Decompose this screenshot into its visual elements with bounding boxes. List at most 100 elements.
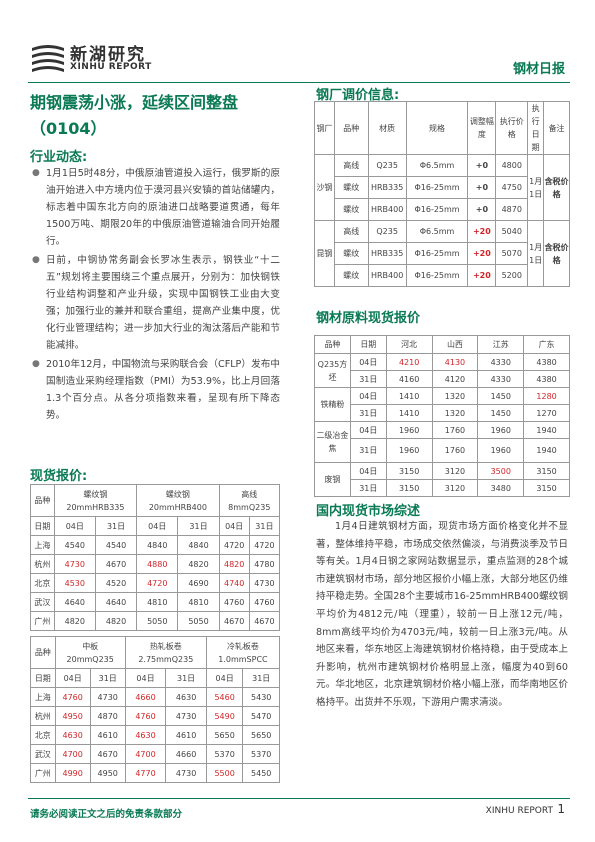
table-row: 铁精粉 04日 1410 1320 1450 1280 xyxy=(314,387,570,422)
price-cell: 4720 xyxy=(248,535,281,555)
header-cell: 广东 xyxy=(523,335,570,354)
price-cell: 3120 xyxy=(431,479,479,497)
date-cell: 31日 xyxy=(349,479,387,497)
price-cell: 4760 xyxy=(54,687,91,707)
note-cell: 含税价格 xyxy=(543,154,570,221)
price-cell: 4840 xyxy=(136,535,179,555)
city-cell: 北京 xyxy=(30,725,56,745)
price-cell: 4730 xyxy=(53,554,96,574)
spot-table-1: 品种 螺纹钢 20mmHRB335 螺纹钢 20mmHRB400 高线 8mmQ235 日期 0… xyxy=(30,484,281,631)
date-cell: 04日 xyxy=(136,516,179,536)
spec-cell: Φ6.5mm xyxy=(405,154,469,177)
material-cell: HRB400 xyxy=(367,198,407,221)
price-cell: 4840 xyxy=(177,535,220,555)
date-cell: 1月1日 xyxy=(527,154,545,221)
price-cell: 4610 xyxy=(165,725,207,745)
table-row: 螺纹 HRB400 Φ16-25mm +0 4870 xyxy=(315,198,570,221)
price-cell: 4810 xyxy=(136,592,179,612)
city-cell: 北京 xyxy=(30,573,55,593)
price-cell: 5200 xyxy=(495,264,529,287)
cat-name: 螺纹钢 xyxy=(83,489,108,499)
cat-name: 螺纹钢 xyxy=(165,489,190,499)
header-cell: 高线 8mmQ235 xyxy=(218,484,281,517)
price-cell: 4540 xyxy=(94,535,138,555)
cat-name: 热轧板卷 xyxy=(149,641,182,651)
adjust-cell: +20 xyxy=(467,264,497,287)
adjust-cell: +20 xyxy=(467,242,497,265)
date-cell: 04日 xyxy=(124,668,167,688)
product-cell: 铁精粉 xyxy=(314,387,351,422)
price-cell: 4630 xyxy=(54,725,91,745)
table-row: 螺纹 HRB335 Φ16-25mm +0 4750 xyxy=(315,176,570,199)
price-cell: 3500 xyxy=(477,462,525,480)
cat-spec: 1.0mmSPCC xyxy=(218,654,268,664)
price-cell: 4160 xyxy=(385,370,433,388)
header-cell: 执行价格 xyxy=(495,101,529,155)
price-cell: 3150 xyxy=(523,462,570,480)
material-cell: Q235 xyxy=(367,154,407,177)
price-cell: 4820 xyxy=(218,554,250,574)
price-cell: 4760 xyxy=(218,592,250,612)
price-cell: 4720 xyxy=(136,573,179,593)
price-cell: 4870 xyxy=(495,198,529,221)
price-cell: 5050 xyxy=(136,611,179,631)
table-row: 武汉 4700 4670 4700 4660 5370 5370 xyxy=(30,744,280,764)
mill-cell: 昆钢 xyxy=(314,220,335,287)
spec-cell: Φ6.5mm xyxy=(405,220,469,243)
price-cell: 4810 xyxy=(177,592,220,612)
price-cell: 4730 xyxy=(165,706,207,726)
table-row: 北京 4530 4520 4720 4690 4740 4730 xyxy=(30,573,281,593)
table-row: 上海 4540 4540 4840 4840 4720 4720 xyxy=(30,535,281,555)
price-cell: 4380 xyxy=(523,370,570,388)
review-text: 1月4日建筑钢材方面，现货市场方面价格变化并不显著，整体维持平稳，市场成交依然偏… xyxy=(316,521,568,708)
kind-cell: 高线 xyxy=(333,220,369,243)
price-cell: 3150 xyxy=(385,479,433,497)
price-cell: 4610 xyxy=(89,725,126,745)
table-row: 31日 4160 4120 4330 4380 xyxy=(315,370,570,388)
table-row: 废钢 04日 3150 3120 3500 3150 xyxy=(314,462,570,497)
header-cell: 螺纹钢 20mmHRB335 xyxy=(53,484,138,517)
price-cell: 1760 xyxy=(431,438,479,463)
price-cell: 3150 xyxy=(385,462,433,480)
kind-cell: 螺纹 xyxy=(333,198,369,221)
date-cell: 31日 xyxy=(94,516,138,536)
table-row: 杭州 4950 4870 4760 4730 5490 5470 xyxy=(30,706,280,726)
city-cell: 上海 xyxy=(30,535,55,555)
adjust-cell: +0 xyxy=(467,154,497,177)
date-cell: 04日 xyxy=(218,516,250,536)
price-cell: 1960 xyxy=(477,421,525,439)
table-row: 北京 4630 4610 4630 4610 5650 5650 xyxy=(30,725,280,745)
price-cell: 4670 xyxy=(218,611,250,631)
price-cell: 5500 xyxy=(205,763,244,783)
spec-cell: Φ16-25mm xyxy=(405,198,469,221)
price-cell: 4130 xyxy=(431,353,479,371)
price-cell: 4700 xyxy=(124,744,167,764)
date-cell: 04日 xyxy=(205,668,244,688)
cat-name: 冷轧板卷 xyxy=(226,641,259,651)
price-cell: 5460 xyxy=(205,687,244,707)
price-cell: 4820 xyxy=(53,611,96,631)
table-row: 31日 1410 1320 1450 1270 xyxy=(315,404,570,422)
spec-cell: Φ16-25mm xyxy=(405,264,469,287)
disclaimer-link[interactable]: 请务必阅读正文之后的免责条款部分 xyxy=(30,809,183,820)
price-cell: 4870 xyxy=(89,706,126,726)
date-cell: 31日 xyxy=(242,668,280,688)
price-cell: 5650 xyxy=(205,725,244,745)
price-cell: 1280 xyxy=(523,387,570,405)
header-cell: 调整幅度 xyxy=(467,101,497,155)
adjust-cell: +0 xyxy=(467,176,497,199)
header-cell: 品种 xyxy=(314,335,351,354)
table-row: 杭州 4730 4670 4880 4820 4820 4780 xyxy=(30,554,281,574)
date-cell: 04日 xyxy=(349,353,387,371)
price-cell: 4950 xyxy=(54,706,91,726)
price-cell: 4950 xyxy=(89,763,126,783)
price-cell: 4800 xyxy=(495,154,529,177)
industry-item: ● 1月1日5时48分，中俄原油管道投入运行，俄罗斯的原油开始进入中方境内位于漠河… xyxy=(30,165,280,250)
price-cell: 1450 xyxy=(477,387,525,405)
price-cell: 1760 xyxy=(431,421,479,439)
industry-item: ● 日前，中钢协常务副会长罗冰生表示，钢铁业“十二五”规划将主要围绕三个重点展开，… xyxy=(30,252,280,354)
price-cell: 4210 xyxy=(385,353,433,371)
price-cell: 5370 xyxy=(242,744,280,764)
table-row: 31日 1960 1760 1960 1940 xyxy=(315,438,570,463)
table-row: 二级冶金焦 04日 1960 1760 1960 1940 xyxy=(314,421,570,463)
